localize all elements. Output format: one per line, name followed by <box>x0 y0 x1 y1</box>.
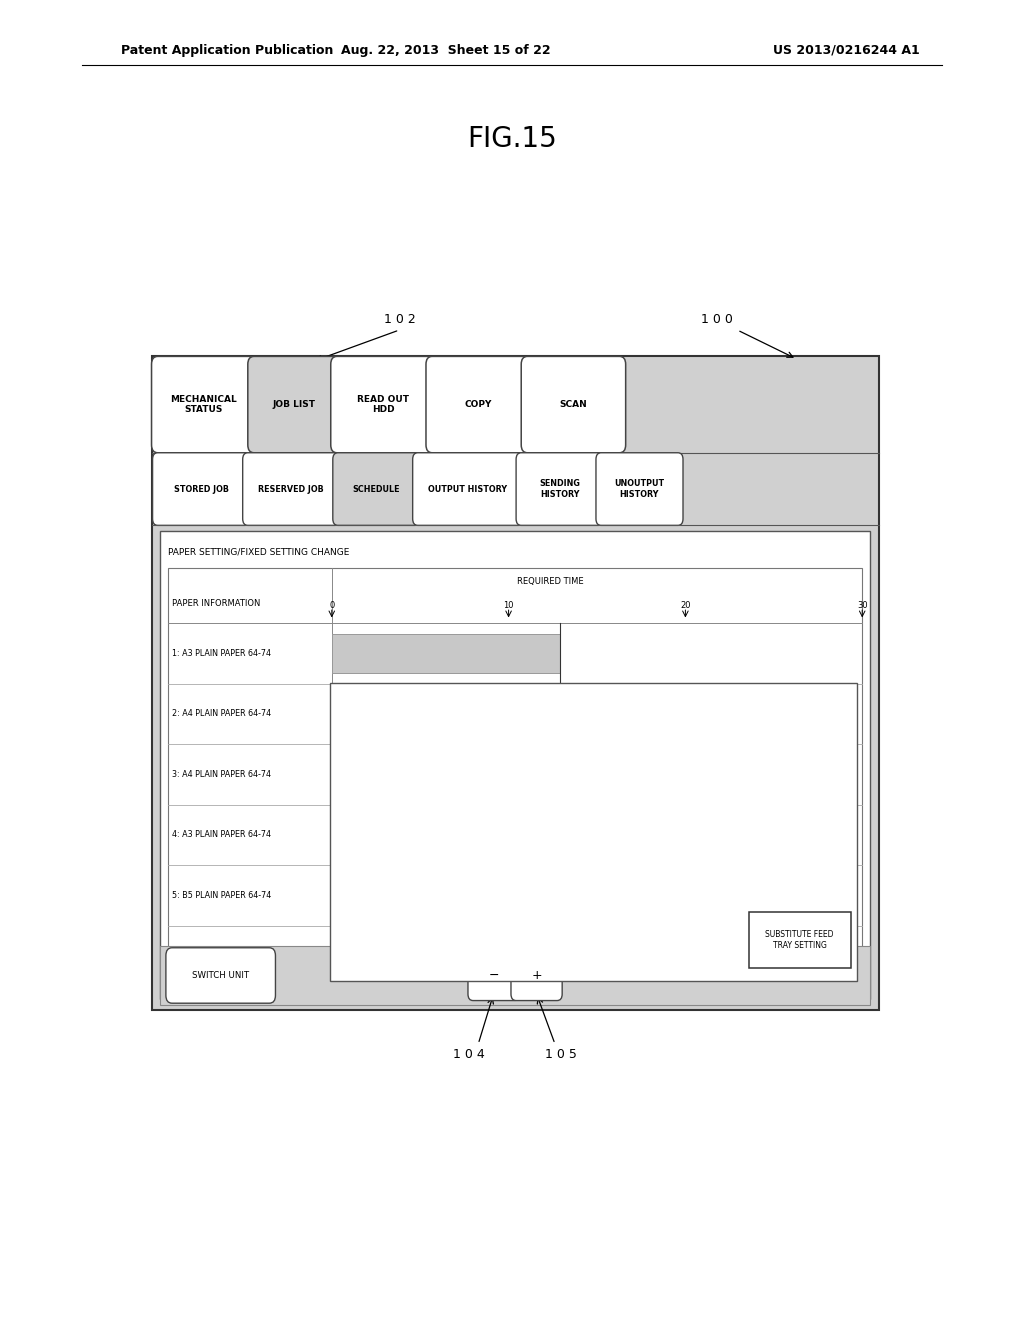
Text: PAPER HAVING SIZE IN WHICH OUTPUT PAPER DENSITY: PAPER HAVING SIZE IN WHICH OUTPUT PAPER … <box>337 715 546 725</box>
Text: READ OUT
HDD: READ OUT HDD <box>357 395 409 414</box>
Text: 3: A4 PLAIN PAPER 64-74: 3: A4 PLAIN PAPER 64-74 <box>172 770 271 779</box>
Bar <box>152 356 879 1010</box>
FancyBboxPatch shape <box>596 453 683 525</box>
FancyBboxPatch shape <box>248 356 340 453</box>
FancyBboxPatch shape <box>511 950 562 1001</box>
Bar <box>160 946 870 1005</box>
Text: 1: A3 PLAIN PAPER 64-74: 1: A3 PLAIN PAPER 64-74 <box>172 649 271 657</box>
Text: <ATTENTION>: <ATTENTION> <box>337 694 392 704</box>
Text: 30: 30 <box>857 601 867 610</box>
Text: US 2013/0216244 A1: US 2013/0216244 A1 <box>773 44 920 57</box>
Bar <box>749 912 851 968</box>
FancyBboxPatch shape <box>243 453 340 525</box>
Text: RESERVED JOB: RESERVED JOB <box>258 484 325 494</box>
Text: PAPER TYPE  : PLAIN PAPER: PAPER TYPE : PLAIN PAPER <box>337 863 445 873</box>
Text: 2: A4 PLAIN PAPER 64-74: 2: A4 PLAIN PAPER 64-74 <box>172 709 271 718</box>
Text: 4: A3 PLAIN PAPER 64-74: 4: A3 PLAIN PAPER 64-74 <box>172 830 271 840</box>
Text: 1 0 0: 1 0 0 <box>701 313 733 326</box>
Text: Patent Application Publication: Patent Application Publication <box>121 44 333 57</box>
Text: THIS TRAY.: THIS TRAY. <box>337 758 377 767</box>
Text: PAPER CATEGORY : KM J PAPER: PAPER CATEGORY : KM J PAPER <box>337 884 459 894</box>
Text: MECHANICAL
STATUS: MECHANICAL STATUS <box>170 395 238 414</box>
FancyBboxPatch shape <box>413 453 523 525</box>
Text: PLEASE DESIGNATE SUBSTITUTE FEED TRAY.: PLEASE DESIGNATE SUBSTITUTE FEED TRAY. <box>337 779 504 788</box>
FancyBboxPatch shape <box>166 948 275 1003</box>
Bar <box>330 682 857 981</box>
FancyBboxPatch shape <box>426 356 530 453</box>
Text: ADJUSTMENT CAN BE CARRIED OUT IS NOT CONTAINED IN: ADJUSTMENT CAN BE CARRIED OUT IS NOT CON… <box>337 737 558 746</box>
FancyBboxPatch shape <box>521 356 626 453</box>
FancyBboxPatch shape <box>516 453 603 525</box>
Text: OUTPUT HISTORY: OUTPUT HISTORY <box>428 484 508 494</box>
Bar <box>160 531 870 999</box>
Text: REQUIRED TIME: REQUIRED TIME <box>517 577 584 586</box>
FancyBboxPatch shape <box>333 453 420 525</box>
FancyBboxPatch shape <box>468 950 519 1001</box>
Text: STORED JOB: STORED JOB <box>174 484 228 494</box>
Text: +: + <box>531 969 542 982</box>
Text: REQUIRED NUMBER OF SHEETS  : 4: REQUIRED NUMBER OF SHEETS : 4 <box>337 906 476 915</box>
Text: Aug. 22, 2013  Sheet 15 of 22: Aug. 22, 2013 Sheet 15 of 22 <box>341 44 550 57</box>
Text: SIZE         : A3: SIZE : A3 <box>337 842 395 851</box>
Text: PAPER INFORMATION: PAPER INFORMATION <box>172 599 260 609</box>
Text: 20: 20 <box>680 601 690 610</box>
FancyBboxPatch shape <box>331 356 435 453</box>
Text: 1 0 5: 1 0 5 <box>545 1048 577 1061</box>
Text: SENDING
HISTORY: SENDING HISTORY <box>540 479 580 499</box>
Text: SCAN: SCAN <box>559 400 588 409</box>
Text: FIG.15: FIG.15 <box>467 124 557 153</box>
FancyBboxPatch shape <box>152 356 256 453</box>
Text: 1 0 2: 1 0 2 <box>384 313 416 326</box>
Text: 5: B5 PLAIN PAPER 64-74: 5: B5 PLAIN PAPER 64-74 <box>172 891 271 900</box>
Text: COPY: COPY <box>465 400 492 409</box>
Bar <box>168 568 862 986</box>
Bar <box>332 634 560 673</box>
Bar <box>508 694 596 733</box>
Text: 10: 10 <box>504 601 514 610</box>
Text: SUBSTITUTE FEED
TRAY SETTING: SUBSTITUTE FEED TRAY SETTING <box>766 931 834 949</box>
Text: PAPER SETTING/FIXED SETTING CHANGE: PAPER SETTING/FIXED SETTING CHANGE <box>168 548 349 556</box>
Text: SWITCH UNIT: SWITCH UNIT <box>193 972 249 979</box>
Text: [PAPER REQUIRED FOR ADJUSTMENT]: [PAPER REQUIRED FOR ADJUSTMENT] <box>337 821 479 830</box>
Text: 1 0 4: 1 0 4 <box>453 1048 484 1061</box>
Text: 0: 0 <box>329 601 335 610</box>
Text: JOB LIST: JOB LIST <box>272 400 315 409</box>
Text: UNOUTPUT
HISTORY: UNOUTPUT HISTORY <box>614 479 665 499</box>
FancyBboxPatch shape <box>153 453 250 525</box>
Text: SCHEDULE: SCHEDULE <box>352 484 400 494</box>
Text: −: − <box>488 969 499 982</box>
